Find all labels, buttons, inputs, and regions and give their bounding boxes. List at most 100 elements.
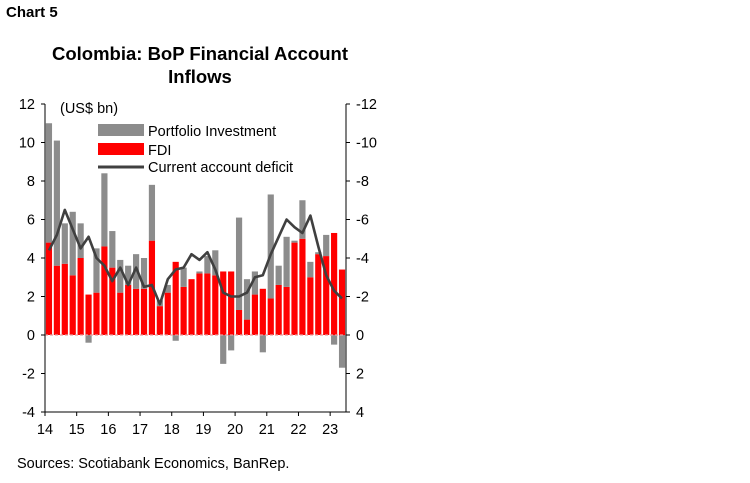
left-tick-label: 12 bbox=[19, 97, 35, 113]
right-tick-label: -2 bbox=[356, 290, 369, 306]
bar-fdi-22 bbox=[220, 271, 227, 335]
x-tick-label: 18 bbox=[164, 422, 180, 438]
chart-title: Colombia: BoP Financial Account Inflows bbox=[51, 43, 349, 87]
bar-fdi-1 bbox=[53, 265, 60, 335]
bar-portfolio-1 bbox=[53, 140, 60, 266]
bar-portfolio-34 bbox=[315, 252, 322, 255]
bar-portfolio-4 bbox=[77, 223, 84, 258]
left-tick-label: 6 bbox=[27, 213, 35, 229]
series-line-current-account-deficit bbox=[47, 208, 343, 306]
x-tick-label: 21 bbox=[259, 422, 275, 438]
legend-label-deficit: Current account deficit bbox=[148, 160, 293, 176]
bar-fdi-7 bbox=[101, 246, 108, 335]
bar-fdi-29 bbox=[275, 284, 282, 335]
bar-fdi-12 bbox=[140, 288, 148, 335]
x-tick-label: 17 bbox=[132, 422, 148, 438]
bar-portfolio-22 bbox=[220, 335, 227, 364]
bar-portfolio-2 bbox=[61, 223, 68, 264]
right-tick-label: 4 bbox=[356, 405, 364, 421]
x-tick-label: 22 bbox=[290, 422, 306, 438]
bar-portfolio-11 bbox=[133, 254, 140, 289]
left-tick-label: -2 bbox=[22, 367, 35, 383]
left-tick-label: 8 bbox=[27, 174, 35, 190]
bar-fdi-18 bbox=[188, 279, 195, 335]
x-tick-label: 14 bbox=[37, 422, 53, 438]
x-tick-label: 16 bbox=[100, 422, 116, 438]
bar-portfolio-19 bbox=[196, 271, 203, 274]
bar-fdi-11 bbox=[133, 288, 140, 335]
bar-fdi-27 bbox=[259, 288, 266, 335]
x-tick-label: 15 bbox=[69, 422, 85, 438]
x-tick-label: 19 bbox=[195, 422, 211, 438]
bar-fdi-20 bbox=[204, 273, 211, 335]
bar-fdi-17 bbox=[180, 286, 187, 335]
bar-portfolio-8 bbox=[109, 231, 116, 268]
bar-portfolio-32 bbox=[299, 200, 306, 239]
left-tick-label: 0 bbox=[27, 328, 35, 344]
x-tick-label: 20 bbox=[227, 422, 243, 438]
bar-portfolio-6 bbox=[93, 248, 100, 293]
left-tick-label: 2 bbox=[27, 290, 35, 306]
bar-portfolio-25 bbox=[243, 279, 251, 320]
bar-portfolio-0 bbox=[45, 123, 53, 243]
bar-fdi-3 bbox=[69, 275, 76, 335]
bar-fdi-26 bbox=[251, 294, 258, 335]
bar-fdi-16 bbox=[172, 261, 179, 335]
right-tick-label: -10 bbox=[356, 136, 377, 152]
bar-fdi-4 bbox=[77, 258, 84, 335]
right-tick-label: -6 bbox=[356, 213, 369, 229]
bar-fdi-24 bbox=[235, 309, 243, 335]
line-layer bbox=[47, 208, 343, 306]
bar-fdi-36 bbox=[331, 232, 338, 335]
bar-portfolio-24 bbox=[235, 217, 243, 310]
bar-fdi-9 bbox=[117, 292, 124, 335]
bar-portfolio-37 bbox=[338, 335, 346, 368]
bar-fdi-35 bbox=[323, 256, 330, 335]
bar-fdi-33 bbox=[307, 277, 314, 335]
bar-portfolio-30 bbox=[283, 236, 290, 287]
bar-fdi-23 bbox=[228, 271, 235, 335]
bar-fdi-6 bbox=[93, 292, 100, 335]
bar-fdi-14 bbox=[156, 306, 163, 335]
legend-swatch-portfolio bbox=[98, 124, 144, 136]
right-tick-label: -12 bbox=[356, 97, 377, 113]
legend-label-fdi: FDI bbox=[148, 143, 171, 159]
bar-portfolio-13 bbox=[148, 184, 156, 241]
right-tick-label: -8 bbox=[356, 174, 369, 190]
bar-fdi-8 bbox=[109, 267, 116, 335]
bar-portfolio-29 bbox=[275, 265, 282, 285]
bar-portfolio-5 bbox=[85, 335, 92, 343]
x-tick-label: 23 bbox=[322, 422, 338, 438]
bar-fdi-30 bbox=[283, 286, 290, 335]
bar-portfolio-15 bbox=[164, 284, 171, 293]
bar-portfolio-21 bbox=[212, 250, 219, 276]
bar-portfolio-26 bbox=[251, 271, 258, 295]
bar-portfolio-16 bbox=[172, 335, 179, 341]
source-note: Sources: Scotiabank Economics, BanRep. bbox=[17, 456, 290, 472]
legend: Portfolio Investment FDI Current account… bbox=[98, 124, 293, 176]
right-tick-label: 0 bbox=[356, 328, 364, 344]
right-tick-label: -4 bbox=[356, 251, 369, 267]
bar-fdi-5 bbox=[85, 294, 92, 335]
bar-portfolio-17 bbox=[180, 267, 187, 287]
bar-fdi-0 bbox=[45, 242, 53, 335]
legend-label-portfolio: Portfolio Investment bbox=[148, 124, 276, 140]
bar-portfolio-20 bbox=[204, 256, 211, 274]
left-tick-label: 4 bbox=[27, 251, 35, 267]
bar-portfolio-3 bbox=[69, 211, 76, 276]
right-tick-label: 2 bbox=[356, 367, 364, 383]
legend-swatch-fdi bbox=[98, 143, 144, 155]
bar-portfolio-23 bbox=[228, 335, 235, 351]
unit-label: (US$ bn) bbox=[60, 101, 118, 117]
bar-fdi-31 bbox=[291, 242, 298, 335]
bar-portfolio-35 bbox=[323, 234, 330, 257]
left-tick-label: 10 bbox=[19, 136, 35, 152]
bar-portfolio-27 bbox=[259, 335, 266, 353]
bar-fdi-10 bbox=[125, 284, 132, 335]
bar-fdi-2 bbox=[61, 263, 68, 335]
bar-portfolio-28 bbox=[267, 194, 274, 299]
bar-portfolio-10 bbox=[125, 265, 132, 285]
bar-fdi-34 bbox=[315, 254, 322, 335]
